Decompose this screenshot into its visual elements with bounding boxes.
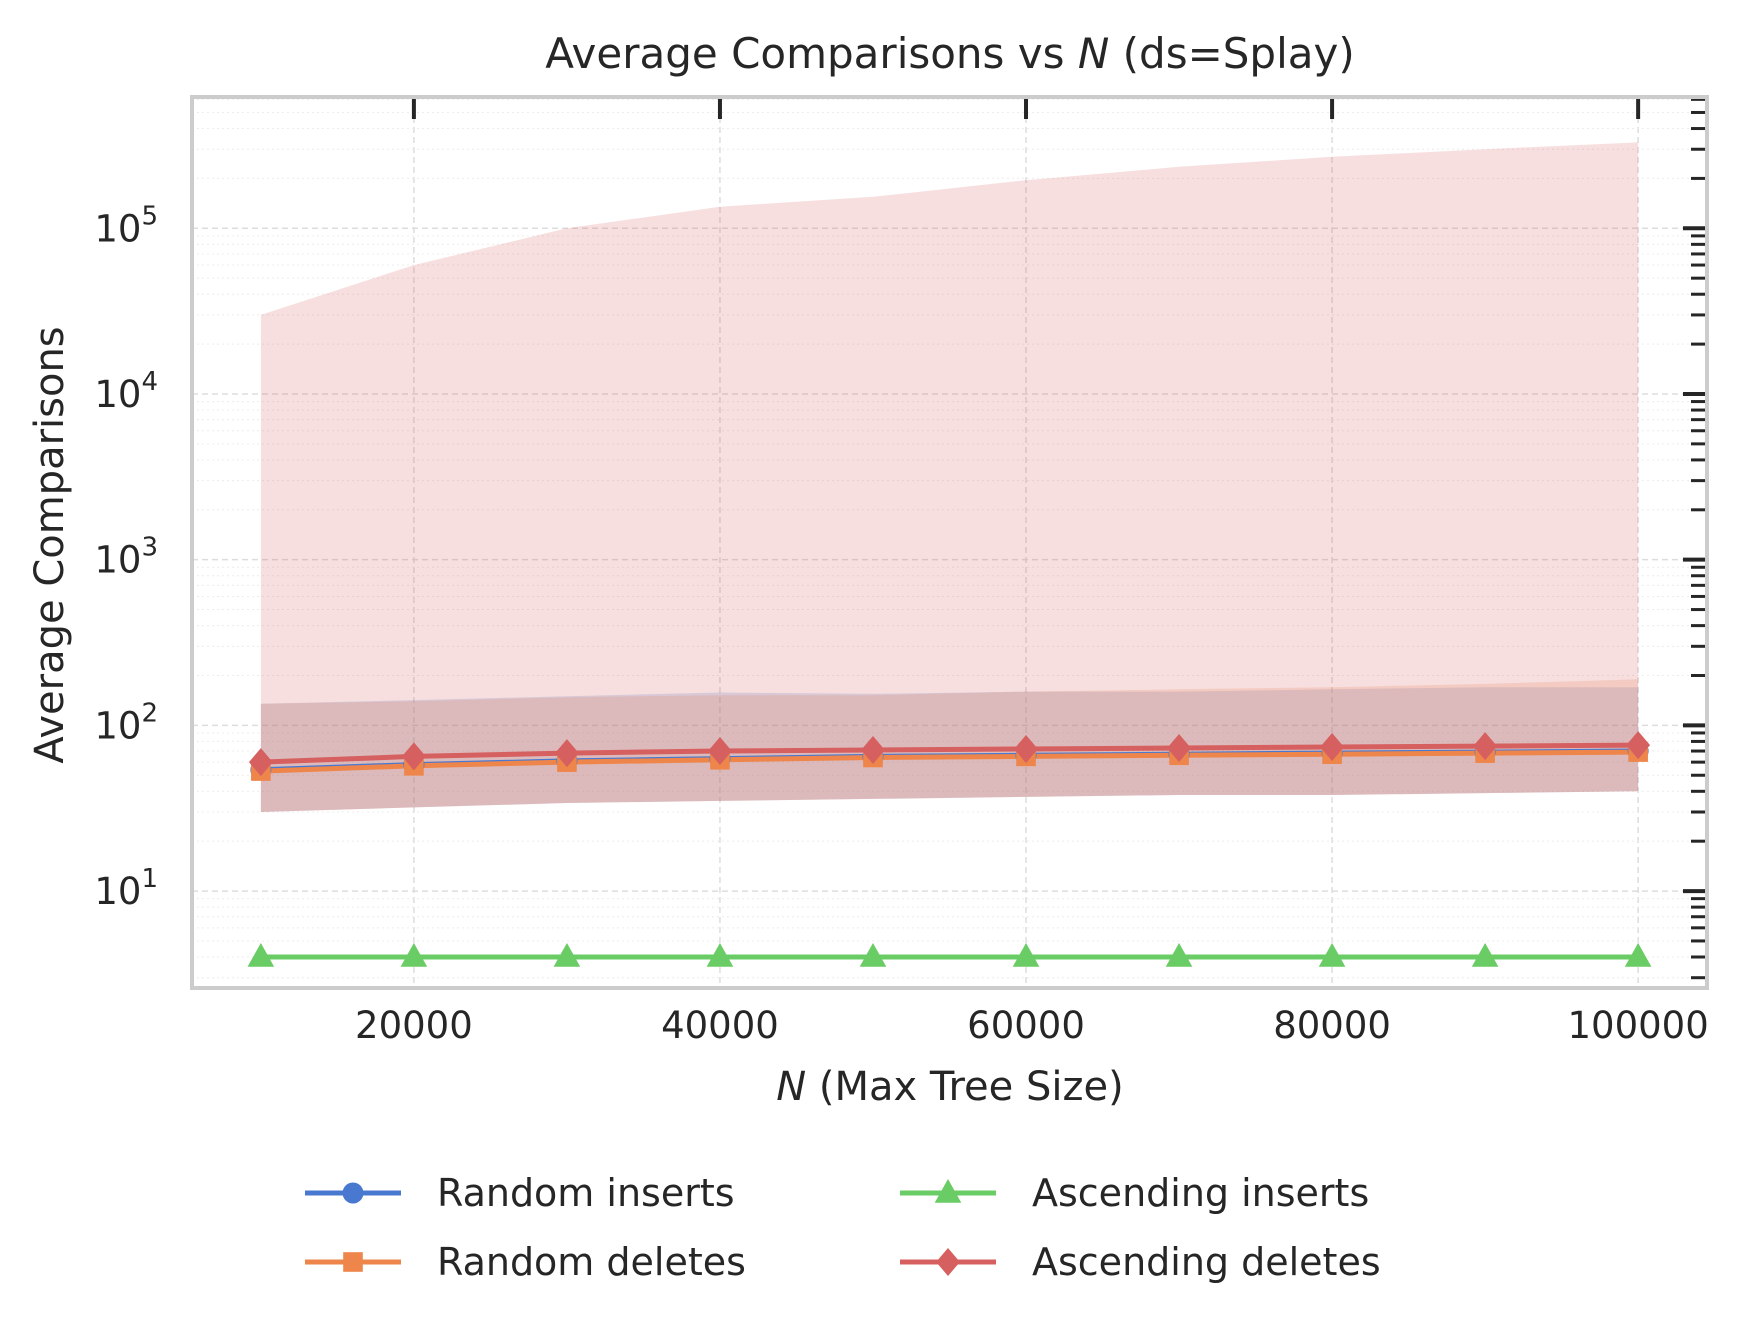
data-point [1473, 732, 1498, 761]
data-point [936, 1248, 960, 1276]
legend-label: Random inserts [437, 1171, 735, 1215]
data-point [1012, 943, 1040, 967]
x-tick-label: 100000 [1568, 1004, 1709, 1047]
legend-item: Ascending deletes [900, 1240, 1381, 1284]
data-point [248, 748, 273, 777]
data-point [247, 943, 275, 967]
data-point [553, 943, 581, 967]
legend-item: Random deletes [305, 1240, 746, 1284]
data-point [861, 736, 885, 765]
legend-label: Random deletes [437, 1240, 746, 1284]
series-line [260, 742, 1639, 765]
xlabel-suffix: (Max Tree Size) [806, 1064, 1124, 1110]
data-point [1167, 734, 1191, 763]
x-tick-label: 20000 [355, 1004, 473, 1047]
series-line [260, 749, 1639, 774]
x-tick-label: 60000 [967, 1004, 1085, 1047]
data-point [401, 742, 426, 771]
confidence-band [260, 679, 1639, 812]
grid [192, 97, 1707, 988]
xlabel-var: N [776, 1064, 806, 1110]
title-suffix: (ds=Splay) [1109, 29, 1354, 78]
y-tick-label: 101 [94, 864, 158, 913]
y-tick-label: 105 [94, 201, 158, 250]
data-point [1320, 733, 1344, 762]
x-axis-title: N (Max Tree Size) [776, 1064, 1123, 1110]
series-markers [247, 731, 1652, 967]
y-axis-title: Average Comparisons [27, 326, 73, 763]
data-point [706, 943, 734, 967]
data-point [1626, 731, 1651, 760]
data-point [1471, 943, 1499, 967]
confidence-band [260, 142, 1639, 812]
data-point [1165, 943, 1193, 967]
data-point [400, 943, 428, 967]
data-point [1624, 943, 1652, 967]
x-tick-label: 80000 [1273, 1004, 1391, 1047]
chart-title: Average Comparisons vs N (ds=Splay) [545, 29, 1354, 78]
data-point [708, 737, 732, 766]
data-point [342, 1182, 364, 1204]
title-var: N [1078, 29, 1109, 78]
data-point [1014, 735, 1038, 764]
legend-label: Ascending inserts [1032, 1171, 1369, 1215]
x-tick-label: 40000 [661, 1004, 779, 1047]
data-point [343, 1252, 363, 1272]
y-tick-label: 104 [94, 367, 158, 416]
data-point [934, 1179, 962, 1203]
legend-item: Random inserts [305, 1171, 735, 1215]
legend-item: Ascending inserts [900, 1171, 1369, 1215]
plot-frame [190, 95, 1709, 990]
y-tick-label: 103 [94, 533, 158, 582]
data-point [859, 943, 887, 967]
legend: Random inserts Ascending inserts Random de… [305, 1171, 1381, 1284]
data-point [1318, 943, 1346, 967]
y-tick-label: 102 [94, 698, 158, 747]
title-prefix: Average Comparisons vs [545, 29, 1078, 78]
legend-label: Ascending deletes [1032, 1240, 1381, 1284]
data-point [555, 739, 579, 768]
ticks: 20000 40000 60000 80000 100000 101 102 103 104 10… [94, 97, 1709, 1047]
series-lines [260, 742, 1639, 960]
